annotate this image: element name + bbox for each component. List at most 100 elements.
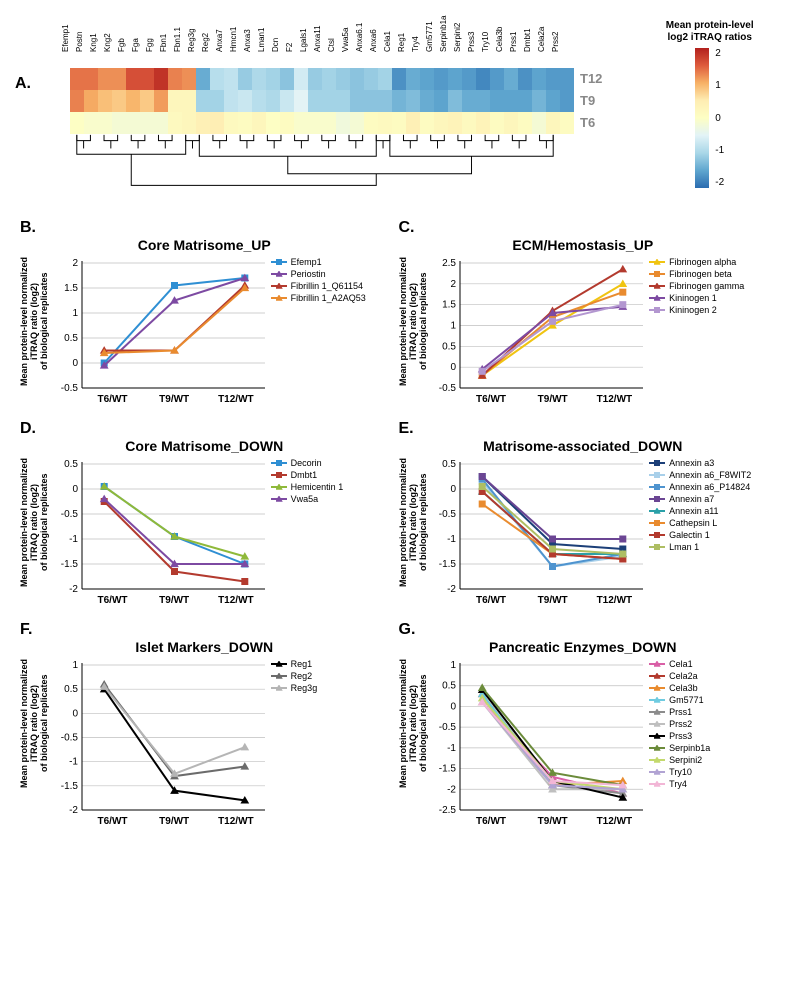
heatmap-cell [196, 68, 210, 90]
heatmap-cell [546, 90, 560, 112]
panel-b-label: B. [20, 219, 389, 237]
y-axis-label: Mean protein-level normalizediTRAQ ratio… [399, 257, 429, 386]
panel-f-label: F. [20, 621, 389, 639]
legend-label: Kininogen 2 [669, 305, 717, 315]
legend-item: Prss1 [649, 707, 710, 717]
heatmap-column-labels: Efemp1PostnKng1Kng2FgbFgaFggFbn1Fbn1.1Re… [70, 20, 574, 68]
heatmap-cell [490, 112, 504, 134]
heatmap-cell [252, 68, 266, 90]
heatmap-cell [98, 68, 112, 90]
legend-item: Lman 1 [649, 542, 751, 552]
heatmap-cell [182, 68, 196, 90]
legend-item: Annexin a7 [649, 494, 751, 504]
heatmap-cell [336, 112, 350, 134]
heatmap-cell [294, 68, 308, 90]
svg-text:2.5: 2.5 [442, 258, 456, 269]
colorbar: Mean protein-levellog2 iTRAQ ratios 210-… [652, 20, 767, 188]
x-ticks: T6/WTT9/WTT12/WT [52, 816, 267, 827]
heatmap-cell [518, 90, 532, 112]
legend-label: Fibrillin 1_Q61154 [291, 281, 363, 291]
heatmap-cell [182, 112, 196, 134]
legend-label: Cela1 [669, 659, 693, 669]
heatmap-cell [280, 112, 294, 134]
heatmap-cell [84, 90, 98, 112]
legend: Annexin a3 Annexin a6_F8WIT2 Annexin a6_… [649, 458, 751, 554]
y-axis-label: Mean protein-level normalizediTRAQ ratio… [20, 659, 50, 788]
heatmap-cell [378, 68, 392, 90]
legend-label: Reg3g [291, 683, 318, 693]
heatmap-cell [560, 68, 574, 90]
colorbar-tick: 2 [715, 48, 724, 59]
x-tick-label: T6/WT [460, 595, 522, 606]
chart-plot: -0.500.511.522.5 [430, 257, 645, 392]
panel-c-label: C. [399, 219, 768, 237]
heatmap-cell [238, 90, 252, 112]
legend: Efemp1 Periostin Fibrillin 1_Q61154 [271, 257, 366, 305]
svg-text:-2.5: -2.5 [439, 805, 457, 814]
svg-text:-2: -2 [447, 784, 456, 795]
x-tick-label: T9/WT [522, 816, 584, 827]
heatmap-cell [448, 68, 462, 90]
heatmap-cell [126, 112, 140, 134]
y-axis-label: Mean protein-level normalizediTRAQ ratio… [20, 257, 50, 386]
heatmap-cell [266, 90, 280, 112]
svg-text:0: 0 [451, 484, 457, 495]
panel-e-label: E. [399, 420, 768, 438]
heatmap-row-label: T9 [580, 90, 602, 112]
legend-label: Decorin [291, 458, 322, 468]
heatmap-cell [238, 68, 252, 90]
svg-text:0: 0 [72, 708, 78, 719]
legend: Reg1 Reg2 Reg3g [271, 659, 318, 695]
legend-label: Serpinb1a [669, 743, 710, 753]
heatmap-cell [350, 90, 364, 112]
x-ticks: T6/WTT9/WTT12/WT [430, 595, 645, 606]
heatmap-cell [364, 112, 378, 134]
x-tick-label: T12/WT [584, 816, 646, 827]
legend-item: Prss3 [649, 731, 710, 741]
panel-d-label: D. [20, 420, 389, 438]
heatmap-cell [70, 90, 84, 112]
heatmap-cell [518, 68, 532, 90]
heatmap-cell [560, 90, 574, 112]
heatmap-cell [294, 112, 308, 134]
heatmap-cell [364, 68, 378, 90]
heatmap-cell [322, 90, 336, 112]
legend-item: Reg1 [271, 659, 318, 669]
heatmap-cell [364, 90, 378, 112]
panel-a-label: A. [15, 75, 31, 93]
heatmap-cell [406, 112, 420, 134]
legend-label: Annexin a7 [669, 494, 714, 504]
legend-item: Fibrinogen alpha [649, 257, 744, 267]
legend-label: Annexin a11 [669, 506, 718, 516]
heatmap-cell [210, 90, 224, 112]
heatmap-cell [168, 112, 182, 134]
chart-plot: -0.500.511.52 [52, 257, 267, 392]
svg-text:0.5: 0.5 [442, 459, 456, 470]
panel-f-title: Islet Markers_DOWN [20, 639, 389, 655]
heatmap-cell [224, 90, 238, 112]
panel-b: B. Core Matrisome_UP Mean protein-level … [20, 219, 389, 405]
heatmap-cell [252, 90, 266, 112]
heatmap-cell [154, 112, 168, 134]
legend-label: Kininogen 1 [669, 293, 717, 303]
heatmap-cell [476, 90, 490, 112]
legend-label: Hemicentin 1 [291, 482, 344, 492]
heatmap-cell [490, 68, 504, 90]
svg-text:-1: -1 [447, 743, 456, 754]
legend-label: Gm5771 [669, 695, 704, 705]
legend-label: Fibrillin 1_A2AQ53 [291, 293, 366, 303]
heatmap-row-label: T12 [580, 68, 602, 90]
svg-text:-0.5: -0.5 [60, 733, 78, 744]
heatmap-row [70, 112, 574, 134]
heatmap-cell [224, 68, 238, 90]
heatmap-cell [476, 68, 490, 90]
legend-label: Serpini2 [669, 755, 702, 765]
legend-item: Fibrillin 1_A2AQ53 [271, 293, 366, 303]
heatmap-cell [420, 90, 434, 112]
panel-e: E. Matrisome-associated_DOWN Mean protei… [399, 420, 768, 606]
x-ticks: T6/WTT9/WTT12/WT [430, 394, 645, 405]
heatmap-cell [294, 90, 308, 112]
heatmap-cell [182, 90, 196, 112]
heatmap-cell [84, 112, 98, 134]
x-tick-label: T6/WT [82, 816, 144, 827]
